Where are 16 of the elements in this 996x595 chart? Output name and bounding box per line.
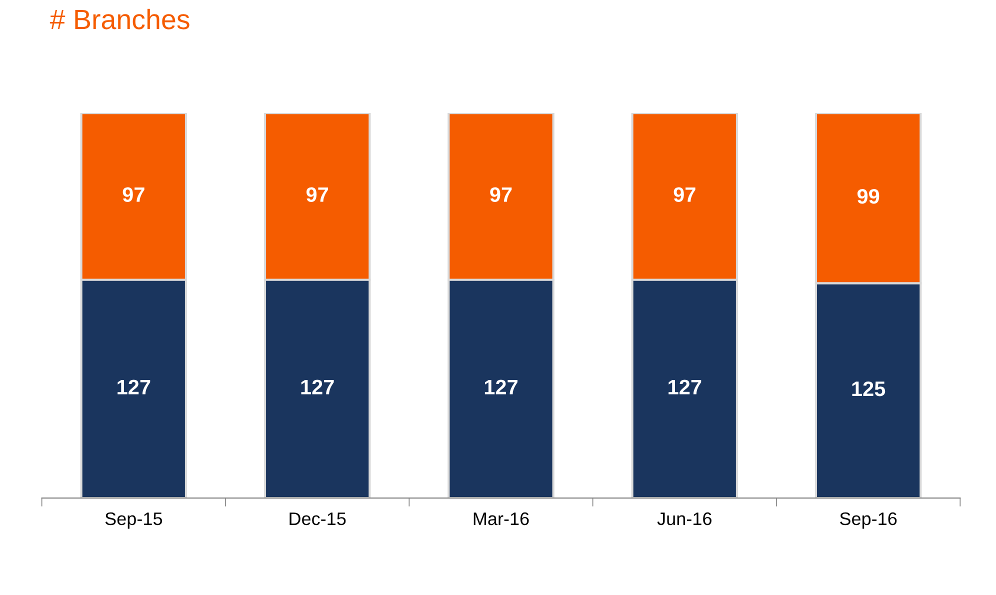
data-label: 97 (674, 187, 696, 202)
x-tick-label: Sep-16 (840, 512, 897, 529)
data-label: 99 (857, 188, 880, 204)
x-tick-label: Jun-16 (657, 512, 712, 526)
x-tick-label: Mar-16 (474, 512, 529, 526)
chart-title: # Branches (50, 8, 190, 30)
data-label: 127 (118, 380, 150, 394)
x-tick-label: Sep-15 (105, 512, 162, 529)
x-tick-label: Dec-15 (290, 512, 346, 526)
data-label: 125 (852, 381, 886, 396)
data-label: 97 (490, 187, 512, 202)
data-label: 127 (668, 380, 702, 394)
data-label: 127 (484, 380, 518, 394)
data-label: 97 (122, 187, 144, 202)
data-label: 127 (301, 380, 334, 394)
data-label: 97 (306, 187, 328, 202)
